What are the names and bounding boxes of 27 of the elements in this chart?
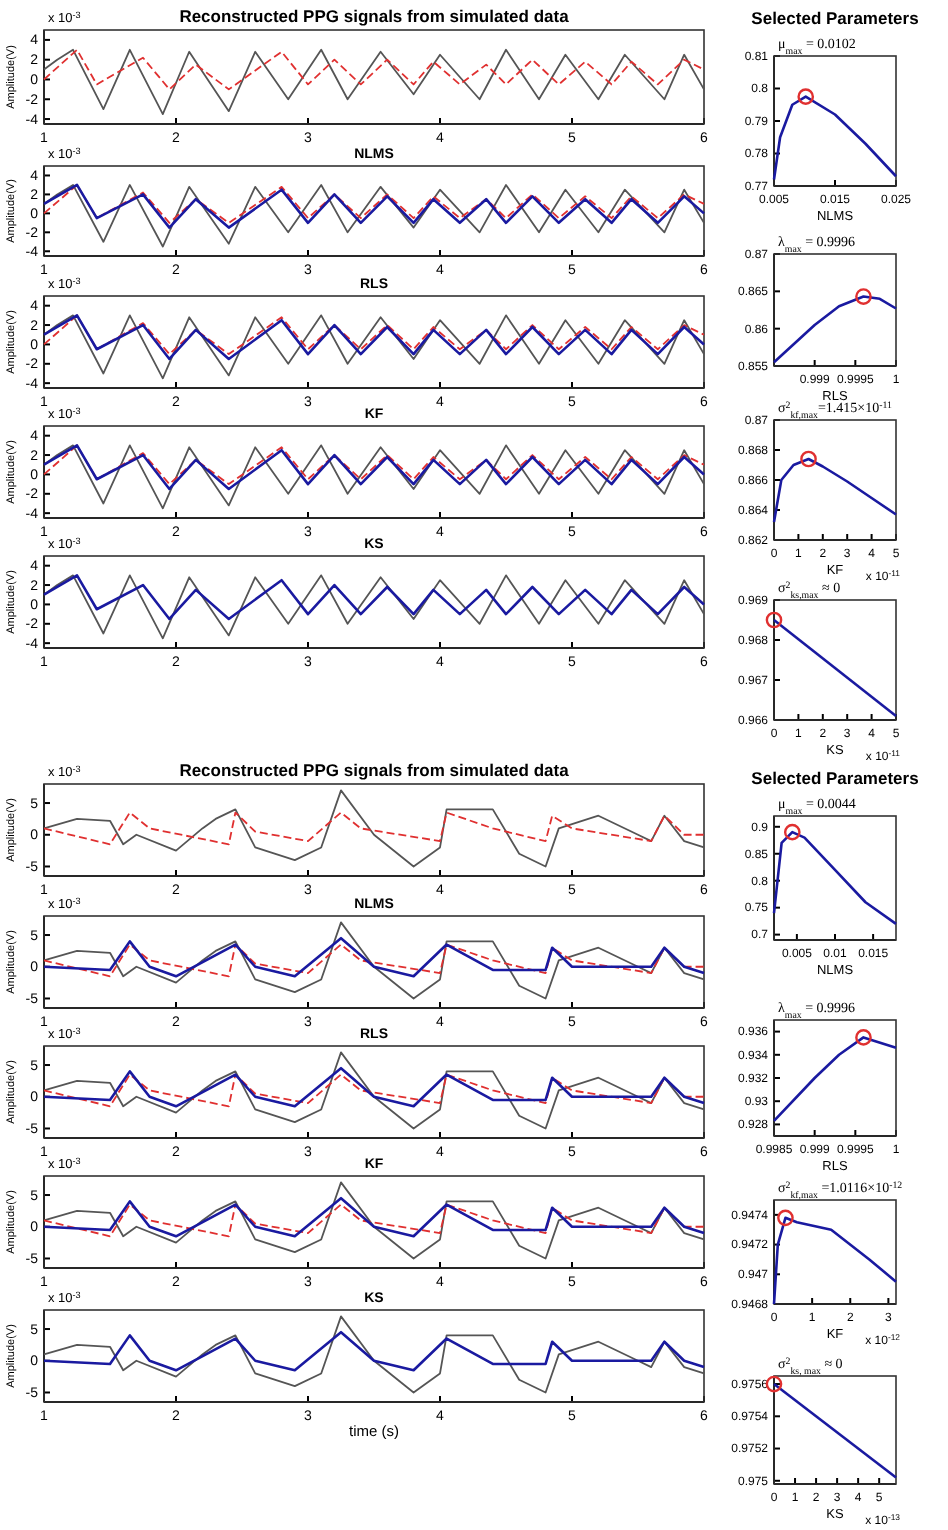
line-series <box>43 1051 705 1130</box>
line-series <box>43 48 705 116</box>
line-series <box>43 789 705 868</box>
line-series <box>42 1196 706 1238</box>
line-series <box>43 574 705 640</box>
line-series <box>43 811 705 846</box>
line-series <box>42 574 706 621</box>
line-series <box>43 943 705 978</box>
line-series <box>43 1181 705 1260</box>
line-series <box>43 314 705 380</box>
chart-title: Selected Parameters <box>751 768 920 788</box>
line-series <box>43 1315 705 1394</box>
line-series <box>772 1036 898 1123</box>
chart-title: Reconstructed PPG signals from simulated data <box>179 760 570 780</box>
chart-title: Selected Parameters <box>751 8 920 28</box>
line-series <box>43 444 705 510</box>
line-series <box>43 48 705 91</box>
line-series <box>42 1066 706 1108</box>
line-series <box>43 921 705 1000</box>
line-series <box>772 457 898 524</box>
line-series <box>42 936 706 978</box>
line-series <box>772 830 898 926</box>
line-series <box>43 1203 705 1238</box>
line-series <box>43 1073 705 1108</box>
line-series <box>42 1330 706 1372</box>
line-series <box>772 95 898 181</box>
chart-title: Reconstructed PPG signals from simulated data <box>179 6 570 26</box>
